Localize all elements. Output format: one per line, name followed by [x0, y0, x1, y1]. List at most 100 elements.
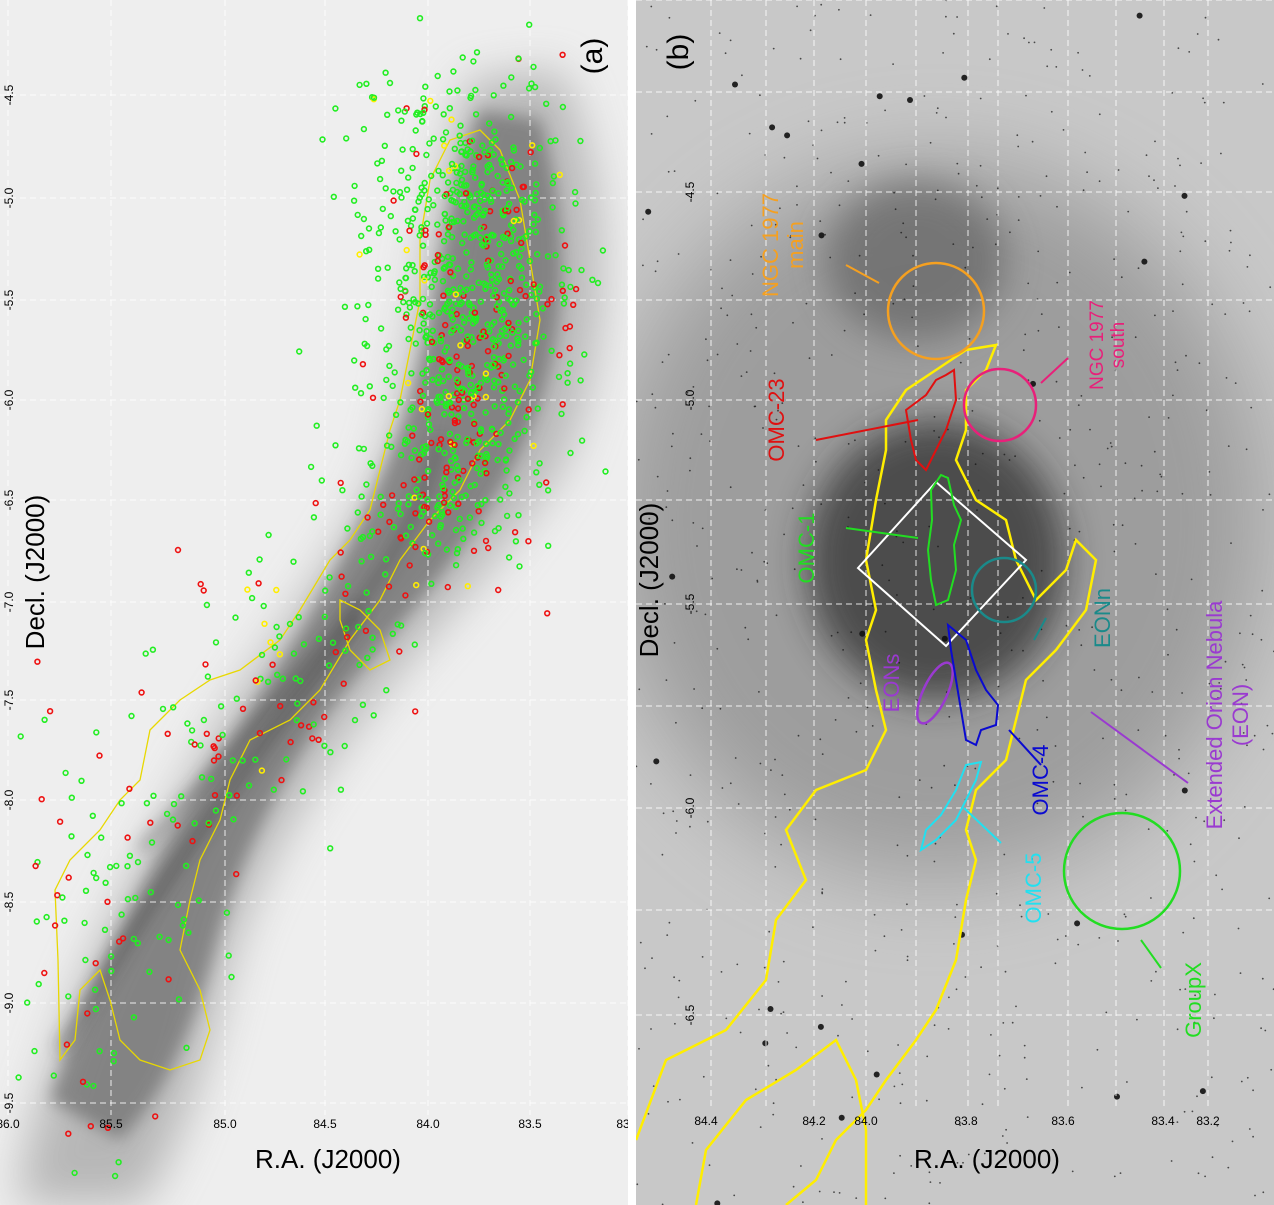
star — [839, 58, 842, 61]
yso-point — [445, 373, 452, 380]
star — [645, 208, 652, 215]
star — [709, 440, 711, 442]
yso-point — [392, 228, 399, 235]
yso-point — [398, 117, 405, 124]
star — [694, 99, 697, 102]
yso-point — [354, 303, 361, 310]
yso-point — [548, 295, 555, 303]
yso-point — [449, 306, 456, 313]
yso-point — [449, 488, 456, 496]
star — [824, 233, 826, 236]
yso-point — [488, 276, 496, 283]
yso-point — [516, 253, 523, 260]
star — [1245, 448, 1248, 451]
star — [1055, 66, 1058, 68]
yso-point — [321, 742, 328, 749]
star — [817, 1023, 824, 1030]
yso-point — [392, 411, 400, 418]
panel-a-x-ticks: 86.085.585.084.584.083.583.0 — [0, 1117, 628, 1131]
star — [782, 1011, 785, 1013]
yso-point — [360, 445, 368, 453]
star — [858, 160, 865, 167]
star — [928, 1171, 931, 1174]
yso-point — [458, 299, 465, 306]
star — [1124, 809, 1127, 812]
star — [736, 568, 738, 571]
yso-point — [184, 720, 191, 727]
yso-point — [409, 262, 416, 269]
star — [1079, 782, 1081, 785]
star — [933, 416, 936, 418]
star — [1242, 302, 1245, 304]
star — [689, 825, 691, 828]
yso-point — [457, 386, 465, 393]
yso-point — [514, 399, 522, 406]
star — [769, 124, 776, 131]
star — [905, 163, 907, 166]
yso-point — [526, 372, 533, 379]
star — [877, 469, 880, 471]
yso-point — [459, 239, 466, 247]
yso-point — [448, 411, 455, 418]
star — [756, 579, 759, 582]
star — [979, 164, 982, 167]
panel-b-y-tick: -6.5 — [683, 1004, 697, 1025]
yso-point — [490, 384, 498, 391]
star — [892, 302, 895, 305]
yso-point — [233, 870, 240, 878]
star — [669, 573, 676, 580]
yso-point — [389, 382, 396, 390]
yso-point — [367, 460, 374, 467]
star — [1270, 1068, 1273, 1071]
yso-point — [483, 376, 491, 384]
yso-point — [527, 149, 534, 156]
star — [841, 1004, 843, 1006]
yso-point — [448, 457, 455, 465]
star — [829, 256, 832, 259]
yso-point — [149, 646, 157, 653]
star — [693, 688, 695, 690]
yso-point — [191, 820, 198, 827]
yso-point — [255, 580, 262, 587]
yso-point — [561, 242, 569, 249]
yso-point — [465, 300, 473, 307]
yso-point — [152, 1113, 159, 1120]
yso-point — [401, 287, 409, 294]
yso-point — [376, 175, 384, 183]
star — [775, 614, 778, 617]
yso-point — [464, 582, 471, 590]
star — [974, 767, 977, 770]
yso-point — [468, 137, 476, 144]
yso-point — [472, 174, 479, 181]
yso-point — [418, 405, 426, 413]
star — [959, 361, 962, 364]
yso-point — [406, 304, 414, 311]
star — [1042, 679, 1044, 682]
star — [981, 1103, 984, 1106]
yso-point — [519, 183, 526, 191]
star — [976, 509, 978, 511]
yso-point — [473, 49, 481, 56]
yso-point — [164, 730, 171, 737]
star — [750, 224, 753, 227]
yso-point — [453, 549, 461, 557]
yso-point — [327, 748, 334, 756]
yso-point — [363, 248, 370, 255]
yso-point — [510, 147, 518, 154]
yso-point — [484, 348, 492, 355]
star — [893, 1172, 895, 1174]
yso-point — [382, 556, 390, 563]
panel-a-y-tick: -6.0 — [2, 389, 16, 410]
star — [1237, 927, 1240, 930]
yso-point — [468, 259, 475, 266]
star — [1209, 494, 1212, 496]
yso-point — [351, 182, 358, 190]
yso-point — [534, 405, 541, 412]
star — [1268, 897, 1271, 900]
star — [1141, 258, 1148, 265]
panel-b-x-ticks: 84.4 84.2 84.0 83.8 83.6 83.4 83.2 — [694, 1114, 1220, 1128]
yso-point — [428, 172, 435, 180]
yso-point — [364, 514, 371, 521]
yso-point — [509, 361, 517, 368]
yso-point — [505, 554, 513, 561]
